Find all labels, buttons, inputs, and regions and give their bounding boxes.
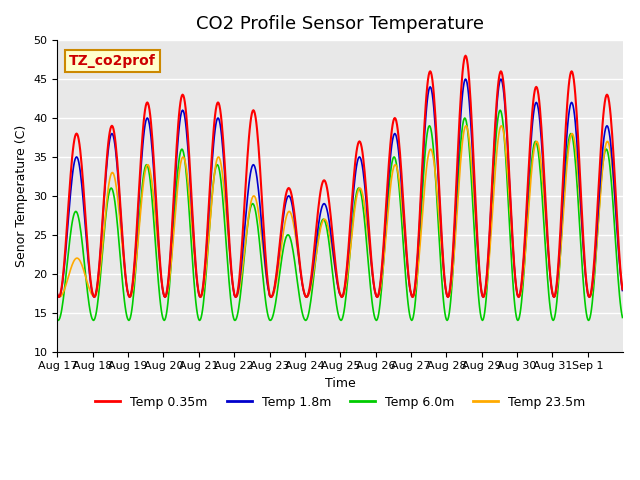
Y-axis label: Senor Temperature (C): Senor Temperature (C) <box>15 125 28 267</box>
Text: TZ_co2prof: TZ_co2prof <box>68 54 156 68</box>
Legend: Temp 0.35m, Temp 1.8m, Temp 6.0m, Temp 23.5m: Temp 0.35m, Temp 1.8m, Temp 6.0m, Temp 2… <box>90 391 590 414</box>
X-axis label: Time: Time <box>325 377 356 390</box>
Title: CO2 Profile Sensor Temperature: CO2 Profile Sensor Temperature <box>196 15 484 33</box>
